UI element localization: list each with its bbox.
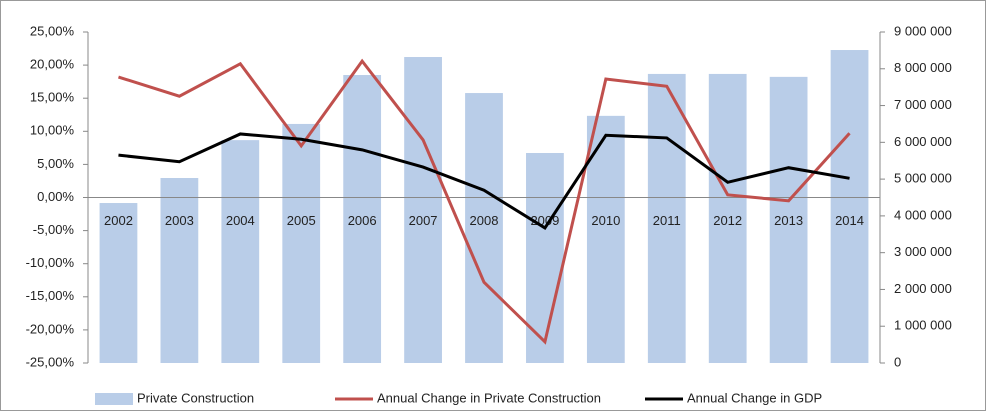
y2-tick-label: 4 000 000: [894, 207, 952, 222]
x-tick-label: 2007: [409, 213, 438, 228]
x-tick-label: 2005: [287, 213, 316, 228]
line: [118, 58, 851, 345]
x-tick-label: 2013: [774, 213, 803, 228]
bar: [465, 93, 503, 363]
line: [118, 132, 850, 230]
bar: [404, 57, 442, 364]
x-tick-label: 2003: [165, 213, 194, 228]
y2-tick-label: 3 000 000: [894, 244, 952, 259]
bar: [526, 152, 564, 363]
y-tick-label: 0,00%: [37, 189, 74, 204]
y-tick-label: -25,00%: [26, 354, 75, 369]
x-tick-label: 2006: [348, 213, 377, 228]
y-tick-label: 20,00%: [30, 57, 75, 72]
y-tick-label: -20,00%: [26, 321, 75, 336]
y2-tick-label: 2 000 000: [894, 281, 952, 296]
bar: [769, 76, 808, 363]
y2-tick-label: 1 000 000: [894, 318, 952, 333]
legend-label: Private Construction: [137, 390, 254, 405]
y-tick-label: -5,00%: [33, 222, 75, 237]
y-tick-label: 25,00%: [30, 23, 75, 38]
y-tick-label: 10,00%: [30, 123, 75, 138]
y-tick-label: 15,00%: [30, 90, 75, 105]
x-tick-label: 2014: [835, 213, 864, 228]
bar: [343, 75, 382, 363]
legend-label: Annual Change in Private Construction: [377, 390, 601, 405]
y-tick-label: -10,00%: [26, 255, 75, 270]
bar: [647, 73, 686, 363]
x-tick-label: 2002: [104, 213, 133, 228]
legend-label: Annual Change in GDP: [687, 390, 822, 405]
bar: [708, 73, 747, 363]
y2-tick-label: 6 000 000: [894, 134, 952, 149]
y2-tick-label: 9 000 000: [894, 23, 952, 38]
bar: [282, 123, 321, 363]
y2-tick-label: 5 000 000: [894, 171, 952, 186]
x-tick-label: 2010: [591, 213, 620, 228]
bar: [830, 50, 869, 363]
x-tick-label: 2008: [470, 213, 499, 228]
bar: [160, 178, 199, 363]
y2-tick-label: 0: [894, 354, 901, 369]
x-tick-label: 2012: [713, 213, 742, 228]
y-tick-label: 5,00%: [37, 156, 74, 171]
legend-swatch: [95, 393, 133, 405]
y2-tick-label: 8 000 000: [894, 60, 952, 75]
bar: [221, 140, 260, 363]
x-tick-label: 2004: [226, 213, 255, 228]
y-tick-label: -15,00%: [26, 288, 75, 303]
y2-tick-label: 7 000 000: [894, 97, 952, 112]
x-tick-label: 2011: [653, 213, 681, 228]
bar: [99, 203, 138, 363]
